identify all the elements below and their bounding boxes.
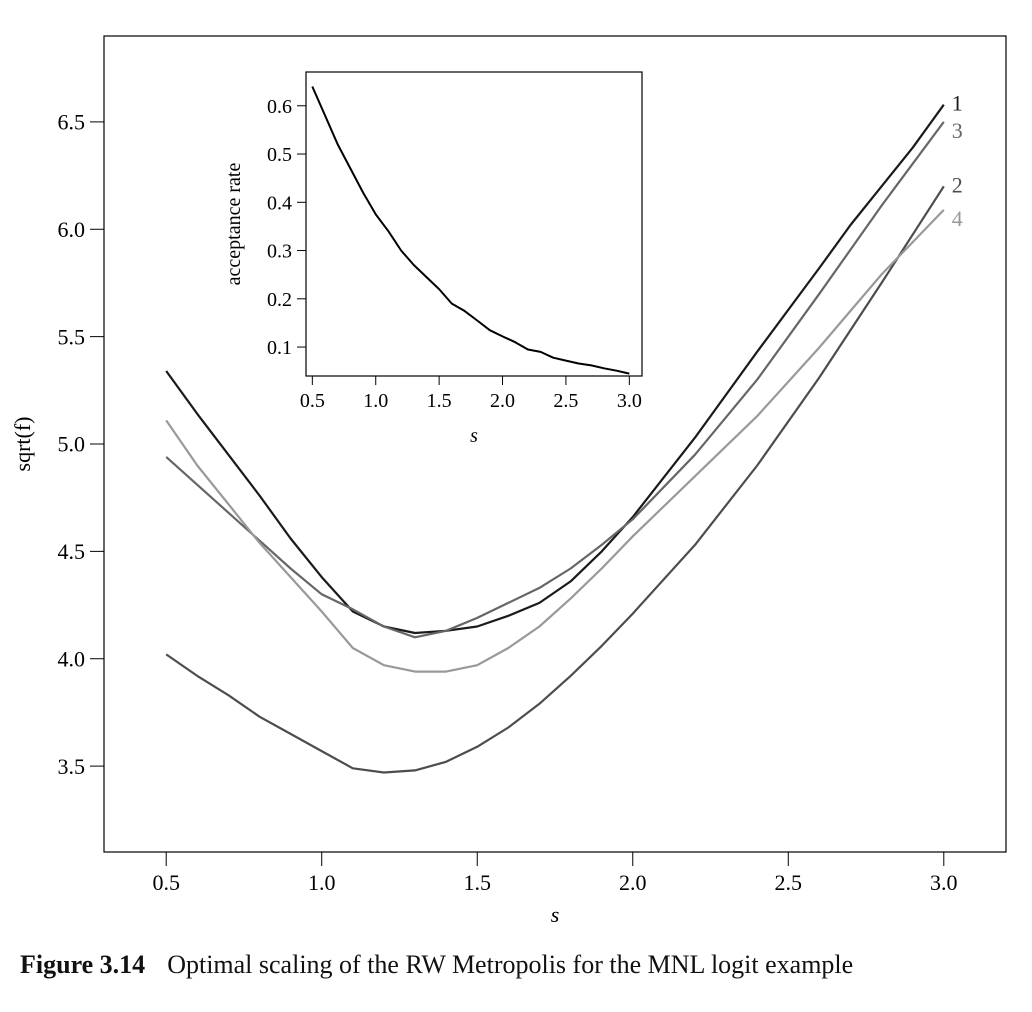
inset-axes: 0.5 1.0 1.5 2.0 2.5 3.0 0.1 0.2 0.3 0.4 0.5 0.6 (267, 96, 642, 412)
main-series (165, 104, 945, 774)
curve-label-3: 3 (952, 118, 963, 143)
main-series-line-4 (165, 209, 945, 673)
inset-y-axis-title: acceptance rate (223, 163, 245, 286)
inset-plot-frame (305, 71, 643, 377)
main-series-line-1 (165, 104, 945, 635)
main-y-axis-title: sqrt(f) (10, 417, 35, 472)
figure-caption: Figure 3.14 Optimal scaling of the RW Met… (20, 950, 1020, 980)
main-series-line-2 (165, 185, 945, 774)
inset-x-tick-label: 1.0 (363, 390, 388, 412)
inset-x-tick-label: 0.5 (300, 390, 325, 412)
main-x-tick-label: 1.5 (463, 870, 491, 895)
main-y-tick-label: 4.0 (58, 646, 86, 671)
main-x-tick-label: 2.0 (619, 870, 647, 895)
inset-x-tick-label: 1.5 (427, 390, 452, 412)
main-curve-labels: 1 2 3 4 (952, 91, 963, 231)
main-x-tick-label: 0.5 (152, 870, 180, 895)
inset-x-axis-title: s (470, 425, 478, 447)
inset-y-tick-label: 0.4 (267, 192, 292, 214)
main-chart: 0.5 1.0 1.5 2.0 2.5 3.03.54.04.55.05.56.06.5 … (10, 35, 1007, 927)
curve-label-2: 2 (952, 172, 963, 197)
main-y-tick-label: 5.0 (58, 432, 86, 457)
curve-label-4: 4 (952, 206, 963, 231)
inset-y-tick-label: 0.5 (267, 144, 292, 166)
inset-x-tick-label: 3.0 (617, 390, 642, 412)
main-x-axis-title: s (551, 902, 560, 927)
main-x-tick-label: 1.0 (308, 870, 336, 895)
main-y-tick-label: 5.5 (58, 324, 86, 349)
inset-y-tick-label: 0.2 (267, 289, 292, 311)
inset-series (311, 86, 630, 375)
caption-label: Figure 3.14 (20, 950, 146, 979)
inset-y-tick-label: 0.6 (267, 96, 292, 118)
main-y-tick-label: 6.5 (58, 110, 86, 135)
main-y-tick-label: 4.5 (58, 539, 86, 564)
main-axes: 0.5 1.0 1.5 2.0 2.5 3.0 3.5 4.0 4.5 5.0 5.5 6.0 6.5 (58, 110, 958, 895)
inset-y-tick-label: 0.1 (267, 337, 292, 359)
inset-series-line-1 (311, 86, 630, 375)
main-y-tick-label: 3.5 (58, 754, 86, 779)
main-series-line-3 (165, 121, 945, 639)
main-x-tick-label: 3.0 (930, 870, 958, 895)
inset-y-tick-label: 0.3 (267, 241, 292, 263)
curve-label-1: 1 (952, 91, 963, 116)
inset-x-tick-label: 2.5 (553, 390, 578, 412)
caption-text: Optimal scaling of the RW Metropolis for… (167, 950, 854, 979)
inset-chart: 0.5 1.0 1.5 2.0 2.5 3.0 0.1 0.2 0.3 0.4 0.5 0.6 s a… (223, 71, 643, 447)
main-x-tick-label: 2.5 (775, 870, 803, 895)
main-y-tick-label: 6.0 (58, 217, 86, 242)
inset-x-tick-label: 2.0 (490, 390, 515, 412)
